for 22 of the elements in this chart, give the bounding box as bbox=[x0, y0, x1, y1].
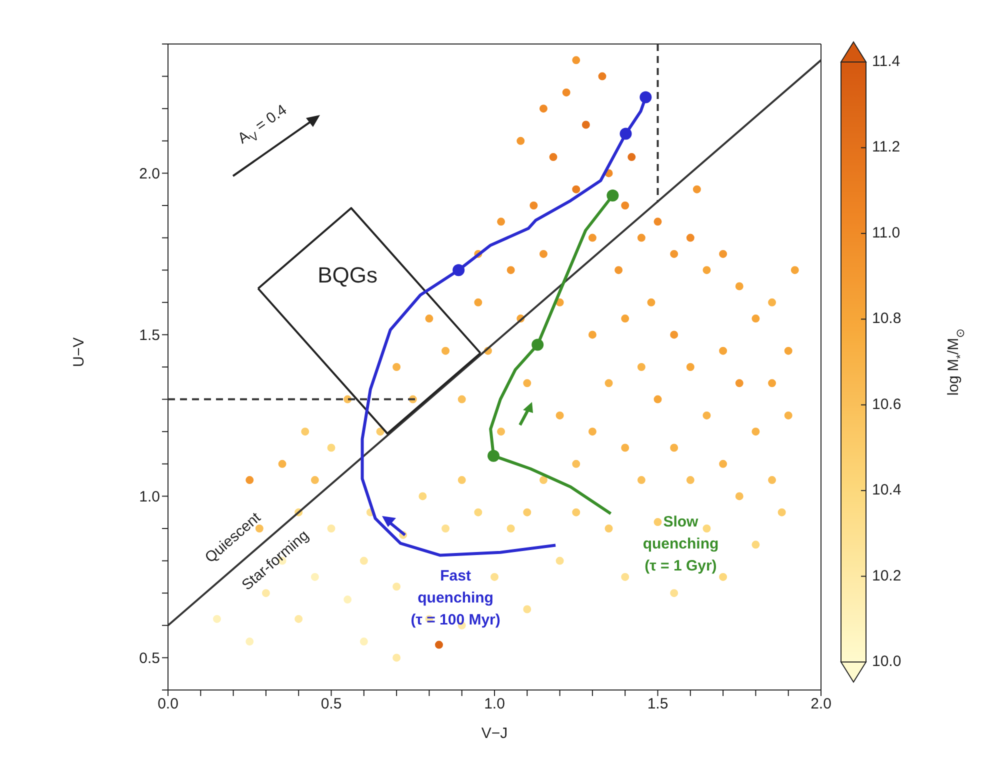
y-tick-label: 1.0 bbox=[139, 488, 160, 506]
color-bar-label: 11.2 bbox=[872, 138, 900, 156]
x-tick-label: 0.0 bbox=[158, 696, 178, 713]
x-tick-label: 1.5 bbox=[647, 696, 668, 713]
color-bar-label: 10.8 bbox=[872, 310, 902, 328]
x-tick-label: 0.5 bbox=[320, 696, 342, 713]
x-tick-label: 1.0 bbox=[484, 696, 505, 713]
y-tick-label: 1.5 bbox=[139, 327, 160, 344]
color-bar-label: 10.6 bbox=[872, 396, 902, 413]
color-bar-label: 10.0 bbox=[872, 652, 902, 670]
x-axis-title: V−J bbox=[481, 725, 508, 742]
text: Slow quenching (τ = 1 Gyr) bbox=[642, 514, 719, 575]
color-bar-label: 10.4 bbox=[872, 482, 902, 499]
color-bar-label: 10.2 bbox=[872, 567, 902, 584]
y-tick-label: 2.0 bbox=[139, 166, 160, 183]
y-axis-title: U−V bbox=[70, 337, 88, 367]
x-tick-label: 2.0 bbox=[810, 696, 832, 713]
color-bar-label: 11.0 bbox=[872, 224, 900, 242]
annotation: BQGs bbox=[318, 262, 378, 288]
series-label: Fast quenching (τ = 100 Myr) bbox=[410, 567, 500, 628]
y-tick-label: 0.5 bbox=[139, 650, 160, 668]
color-bar-label: 11.4 bbox=[872, 52, 900, 70]
